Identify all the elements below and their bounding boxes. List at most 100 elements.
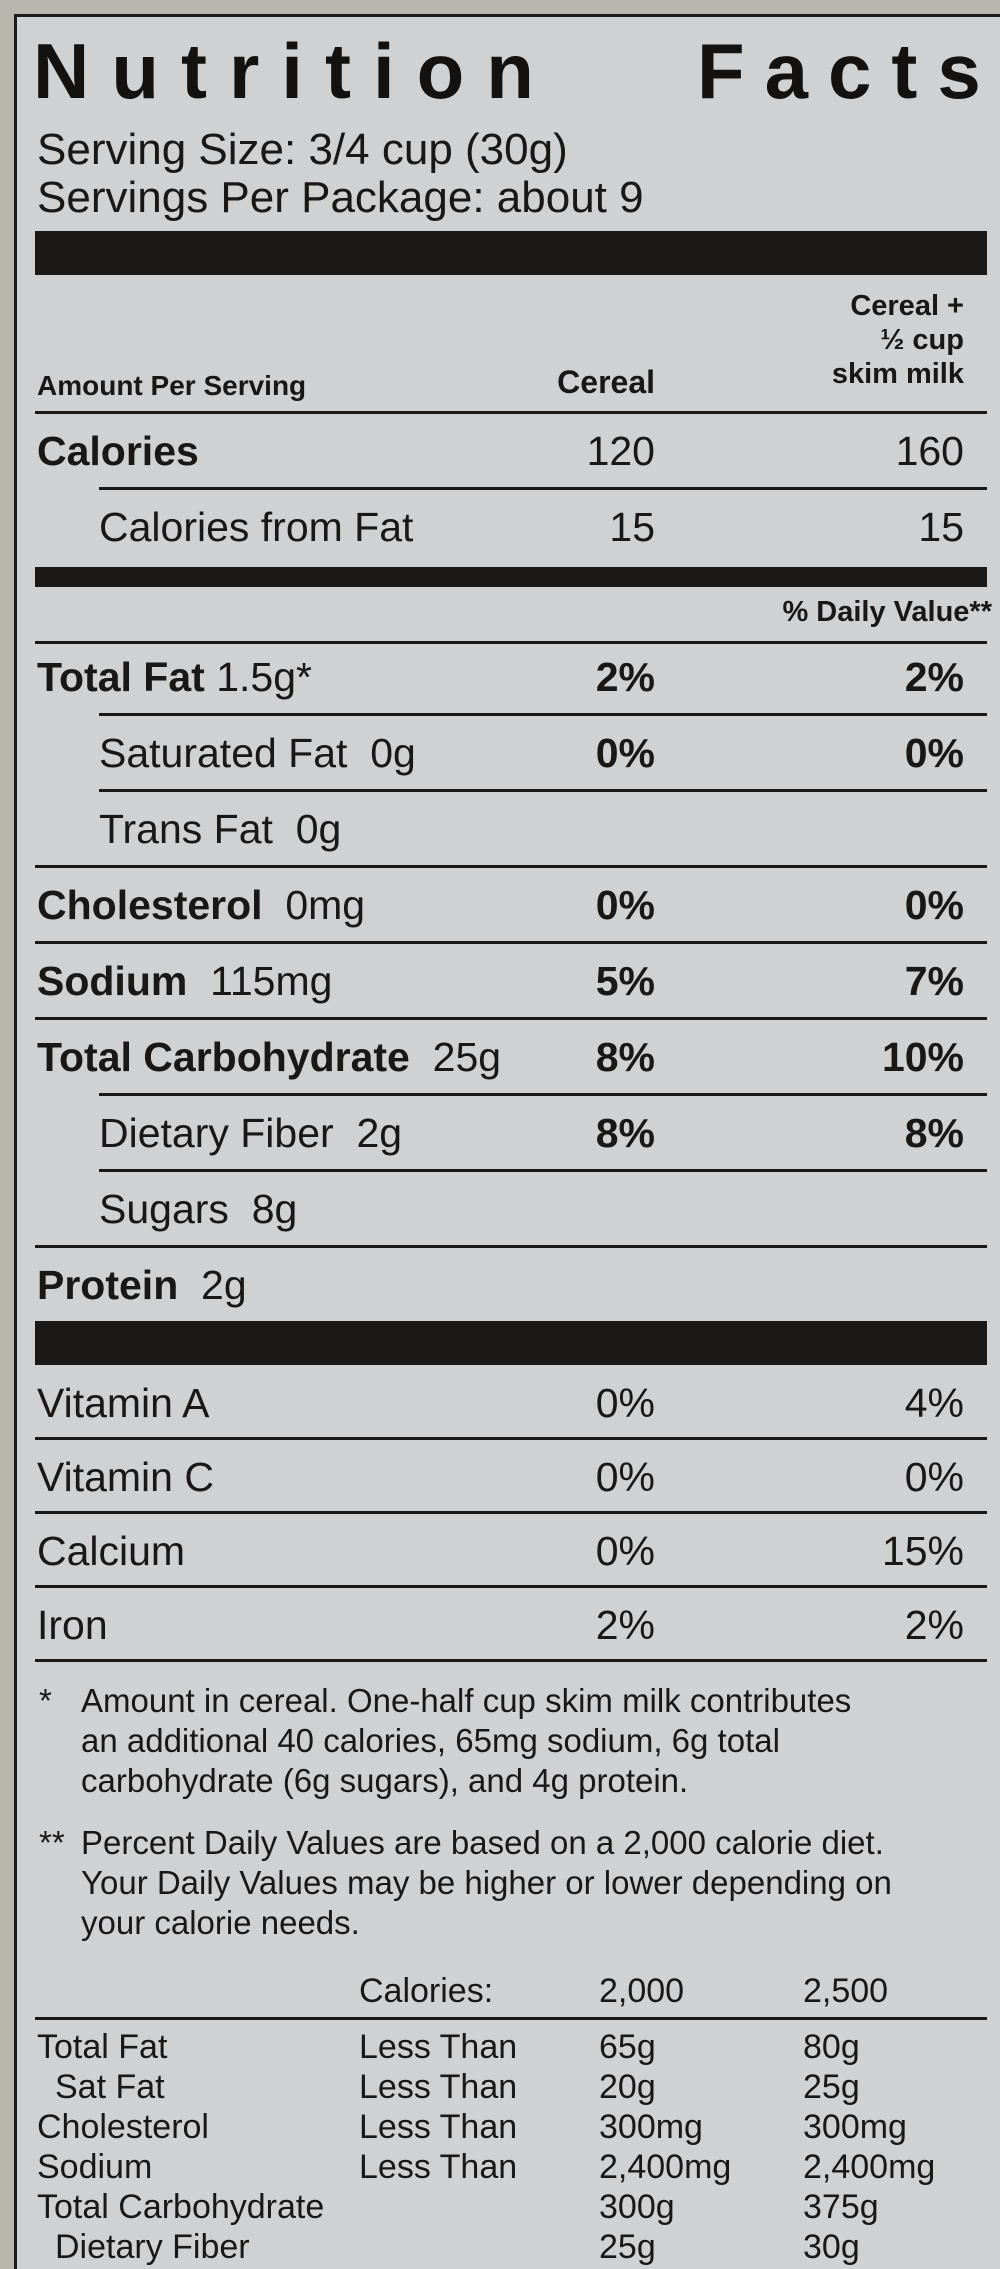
ref-row-2500: 30g (803, 2228, 860, 2266)
ref-row-qualifier: Less Than (359, 2068, 518, 2106)
calcium-cereal-dv: 0% (595, 1528, 655, 1574)
dietary-fiber-cereal-dv: 8% (595, 1110, 655, 1156)
ref-row-2500: 2,400mg (803, 2148, 936, 2186)
thick-divider-vitamins (35, 1321, 987, 1365)
ref-row-2000: 25g (599, 2228, 656, 2266)
ref-calories-2500: 2,500 (803, 1972, 889, 2010)
vitamin-row-vitamin-c: Vitamin C (37, 1454, 214, 1500)
footnote2-line2: Your Daily Values may be higher or lower… (81, 1864, 892, 1901)
calories-cereal: 120 (586, 428, 655, 474)
sodium-cereal-dv: 5% (595, 958, 655, 1004)
divider (35, 1511, 987, 1514)
vitamin-c-milk-dv: 0% (904, 1454, 964, 1500)
amount-per-serving-label: Amount Per Serving (37, 370, 307, 401)
footnote1-line1: Amount in cereal. One-half cup skim milk… (81, 1682, 852, 1719)
divider (99, 713, 987, 716)
nutrient-row-saturated-fat: Saturated Fat 0g (99, 730, 416, 776)
divider (35, 1437, 987, 1440)
footnote2-marker: ** (39, 1824, 65, 1861)
calories-milk: 160 (895, 428, 964, 474)
ref-row-2000: 20g (599, 2068, 656, 2106)
divider (35, 1659, 987, 1662)
vitamin-a-milk-dv: 4% (904, 1380, 964, 1426)
divider (99, 487, 987, 490)
vitamin-a-cereal-dv: 0% (595, 1380, 655, 1426)
divider (99, 1169, 987, 1172)
ref-row-qualifier: Less Than (359, 2028, 518, 2066)
ref-calories-2000: 2,000 (599, 1972, 685, 2010)
ref-row-name: Cholesterol (37, 2108, 209, 2146)
ref-row-2500: 300mg (803, 2108, 907, 2146)
col2-header-line1: Cereal + (850, 290, 964, 322)
iron-milk-dv: 2% (904, 1602, 964, 1648)
total-fat-cereal-dv: 2% (595, 654, 655, 700)
divider (99, 1093, 987, 1096)
divider (35, 1585, 987, 1588)
medium-divider (35, 567, 987, 587)
sodium-milk-dv: 7% (904, 958, 964, 1004)
calories-from-fat-label: Calories from Fat (99, 504, 414, 550)
calories-from-fat-cereal: 15 (609, 504, 655, 550)
saturated-fat-milk-dv: 0% (904, 730, 964, 776)
title-facts: Facts (697, 27, 1000, 115)
cholesterol-milk-dv: 0% (904, 882, 964, 928)
total-fat-milk-dv: 2% (904, 654, 964, 700)
col1-header: Cereal (557, 364, 655, 400)
col2-header-line2: ½ cup (880, 324, 964, 356)
footnote2-line1: Percent Daily Values are based on a 2,00… (81, 1824, 884, 1861)
divider (35, 1245, 987, 1248)
ref-calories-label: Calories: (359, 1972, 494, 2010)
nutrient-row-cholesterol: Cholesterol 0mg (37, 882, 366, 928)
footnote1-line2: an additional 40 calories, 65mg sodium, … (81, 1722, 780, 1759)
nutrient-row-total-fat: Total Fat 1.5g* (37, 654, 312, 700)
nutrient-row-sodium: Sodium 115mg (37, 958, 333, 1004)
nutrient-row-sugars: Sugars 8g (99, 1186, 298, 1232)
calories-label: Calories (37, 428, 199, 474)
ref-row-2000: 2,400mg (599, 2148, 732, 2186)
vitamin-row-calcium: Calcium (37, 1528, 186, 1574)
vitamin-row-vitamin-a: Vitamin A (37, 1380, 210, 1426)
ref-row-2500: 25g (803, 2068, 860, 2106)
ref-row-name: Sodium (37, 2148, 153, 2186)
total-carbohydrate-cereal-dv: 8% (595, 1034, 655, 1080)
saturated-fat-cereal-dv: 0% (595, 730, 655, 776)
ref-row-name: Total Fat (37, 2028, 168, 2066)
divider (35, 941, 987, 944)
daily-value-header: % Daily Value** (782, 596, 992, 628)
nutrition-facts-panel: Nutrition Facts Serving Size: 3/4 cup (3… (14, 14, 1000, 2269)
divider (35, 2017, 987, 2020)
nutrient-row-protein: Protein 2g (37, 1262, 247, 1308)
ref-row-2000: 65g (599, 2028, 656, 2066)
footnote1-marker: * (39, 1682, 52, 1719)
nutrient-row-dietary-fiber: Dietary Fiber 2g (99, 1110, 403, 1156)
calories-from-fat-milk: 15 (918, 504, 964, 550)
calcium-milk-dv: 15% (881, 1528, 964, 1574)
thick-divider-top (35, 231, 987, 275)
nutrient-row-total-carbohydrate: Total Carbohydrate 25g (37, 1034, 502, 1080)
ref-row-name: Dietary Fiber (55, 2228, 250, 2266)
serving-size: Serving Size: 3/4 cup (30g) (37, 125, 568, 174)
footnote2-line3: your calorie needs. (81, 1904, 360, 1941)
ref-row-2500: 375g (803, 2188, 879, 2226)
divider (35, 1017, 987, 1020)
divider (35, 865, 987, 868)
divider (35, 641, 987, 644)
vitamin-row-iron: Iron (37, 1602, 108, 1648)
cholesterol-cereal-dv: 0% (595, 882, 655, 928)
col2-header-line3: skim milk (831, 358, 964, 390)
title-nutrition: Nutrition (33, 27, 556, 115)
iron-cereal-dv: 2% (595, 1602, 655, 1648)
nutrient-row-trans-fat: Trans Fat 0g (99, 806, 342, 852)
ref-row-2000: 300mg (599, 2108, 703, 2146)
ref-row-2500: 80g (803, 2028, 860, 2066)
ref-row-name: Total Carbohydrate (37, 2188, 325, 2226)
divider (99, 789, 987, 792)
servings-per-package: Servings Per Package: about 9 (37, 173, 644, 222)
footnote1-line3: carbohydrate (6g sugars), and 4g protein… (81, 1762, 689, 1799)
divider (35, 411, 987, 414)
ref-row-qualifier: Less Than (359, 2148, 518, 2186)
total-carbohydrate-milk-dv: 10% (881, 1034, 964, 1080)
vitamin-c-cereal-dv: 0% (595, 1454, 655, 1500)
ref-row-qualifier: Less Than (359, 2108, 518, 2146)
dietary-fiber-milk-dv: 8% (904, 1110, 964, 1156)
